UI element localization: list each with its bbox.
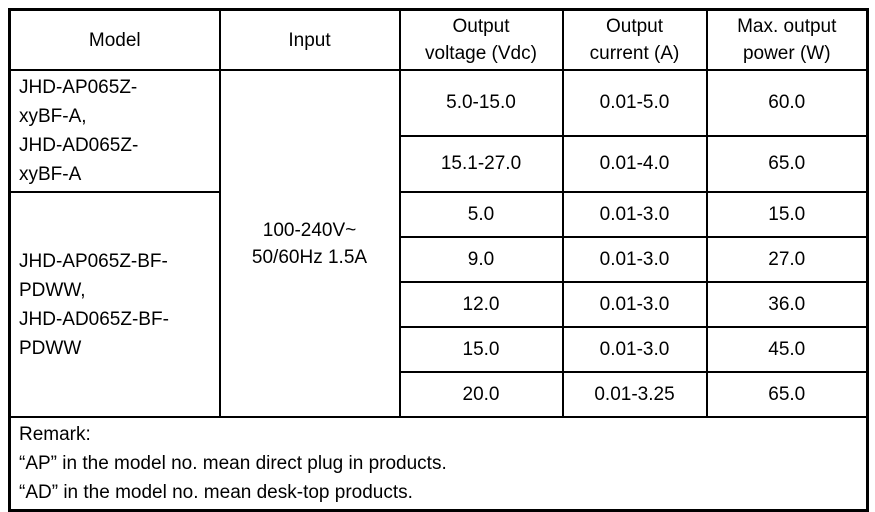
power-cell: 60.0 [705, 69, 869, 137]
input-cell: 100-240V~ 50/60Hz 1.5A [218, 69, 401, 418]
voltage-cell: 5.0-15.0 [398, 69, 564, 137]
voltage-cell: 5.0 [398, 191, 564, 238]
table-row: 15.0 0.01-3.0 45.0 [10, 326, 869, 373]
table-row: 15.1-27.0 0.01-4.0 65.0 [10, 134, 869, 194]
table-row: JHD-AP065Z-BF- PDWW, JHD-AD065Z-BF- PDWW… [8, 191, 869, 418]
table-row: 20.0 0.01-3.25 65.0 [10, 371, 869, 418]
voltage-cell: 15.0 [398, 326, 564, 373]
remark-cell: Remark: “AP” in the model no. mean direc… [8, 416, 869, 512]
table-row: JHD-AP065Z- xyBF-A, JHD-AD065Z- xyBF-A 1… [8, 69, 869, 418]
header-input: Input [218, 8, 401, 71]
header-output-current: Output current (A) [561, 8, 708, 71]
power-cell: 65.0 [705, 371, 869, 418]
power-cell: 15.0 [705, 191, 869, 238]
power-cell: 65.0 [705, 134, 869, 194]
current-cell: 0.01-3.0 [561, 236, 708, 283]
current-cell: 0.01-5.0 [561, 69, 708, 137]
power-spec-table: Model Input Output voltage (Vdc) Output … [8, 8, 869, 512]
header-output-voltage: Output voltage (Vdc) [398, 8, 564, 71]
current-cell: 0.01-3.0 [561, 281, 708, 328]
current-cell: 0.01-4.0 [561, 134, 708, 194]
voltage-cell: 9.0 [398, 236, 564, 283]
header-model: Model [8, 8, 221, 71]
current-cell: 0.01-3.25 [561, 371, 708, 418]
current-cell: 0.01-3.0 [561, 326, 708, 373]
remark-row: Remark: “AP” in the model no. mean direc… [8, 416, 869, 512]
voltage-cell: 12.0 [398, 281, 564, 328]
voltage-cell: 15.1-27.0 [398, 134, 564, 194]
header-max-output-power: Max. output power (W) [705, 8, 869, 71]
header-row: Model Input Output voltage (Vdc) Output … [8, 8, 869, 71]
model-group-1-cell: JHD-AP065Z- xyBF-A, JHD-AD065Z- xyBF-A [8, 69, 221, 193]
power-cell: 45.0 [705, 326, 869, 373]
power-cell: 27.0 [705, 236, 869, 283]
table-row: 12.0 0.01-3.0 36.0 [10, 281, 869, 328]
current-cell: 0.01-3.0 [561, 191, 708, 238]
voltage-cell: 20.0 [398, 371, 564, 418]
table-row: 9.0 0.01-3.0 27.0 [10, 236, 869, 283]
model-group-2-cell: JHD-AP065Z-BF- PDWW, JHD-AD065Z-BF- PDWW [8, 191, 221, 418]
power-cell: 36.0 [705, 281, 869, 328]
